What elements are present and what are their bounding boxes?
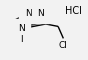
Text: HCl: HCl [65, 6, 82, 16]
Text: N: N [18, 24, 24, 33]
Text: N: N [25, 9, 32, 18]
Text: Cl: Cl [59, 41, 68, 50]
Text: N: N [37, 9, 44, 18]
Text: I: I [20, 34, 22, 44]
